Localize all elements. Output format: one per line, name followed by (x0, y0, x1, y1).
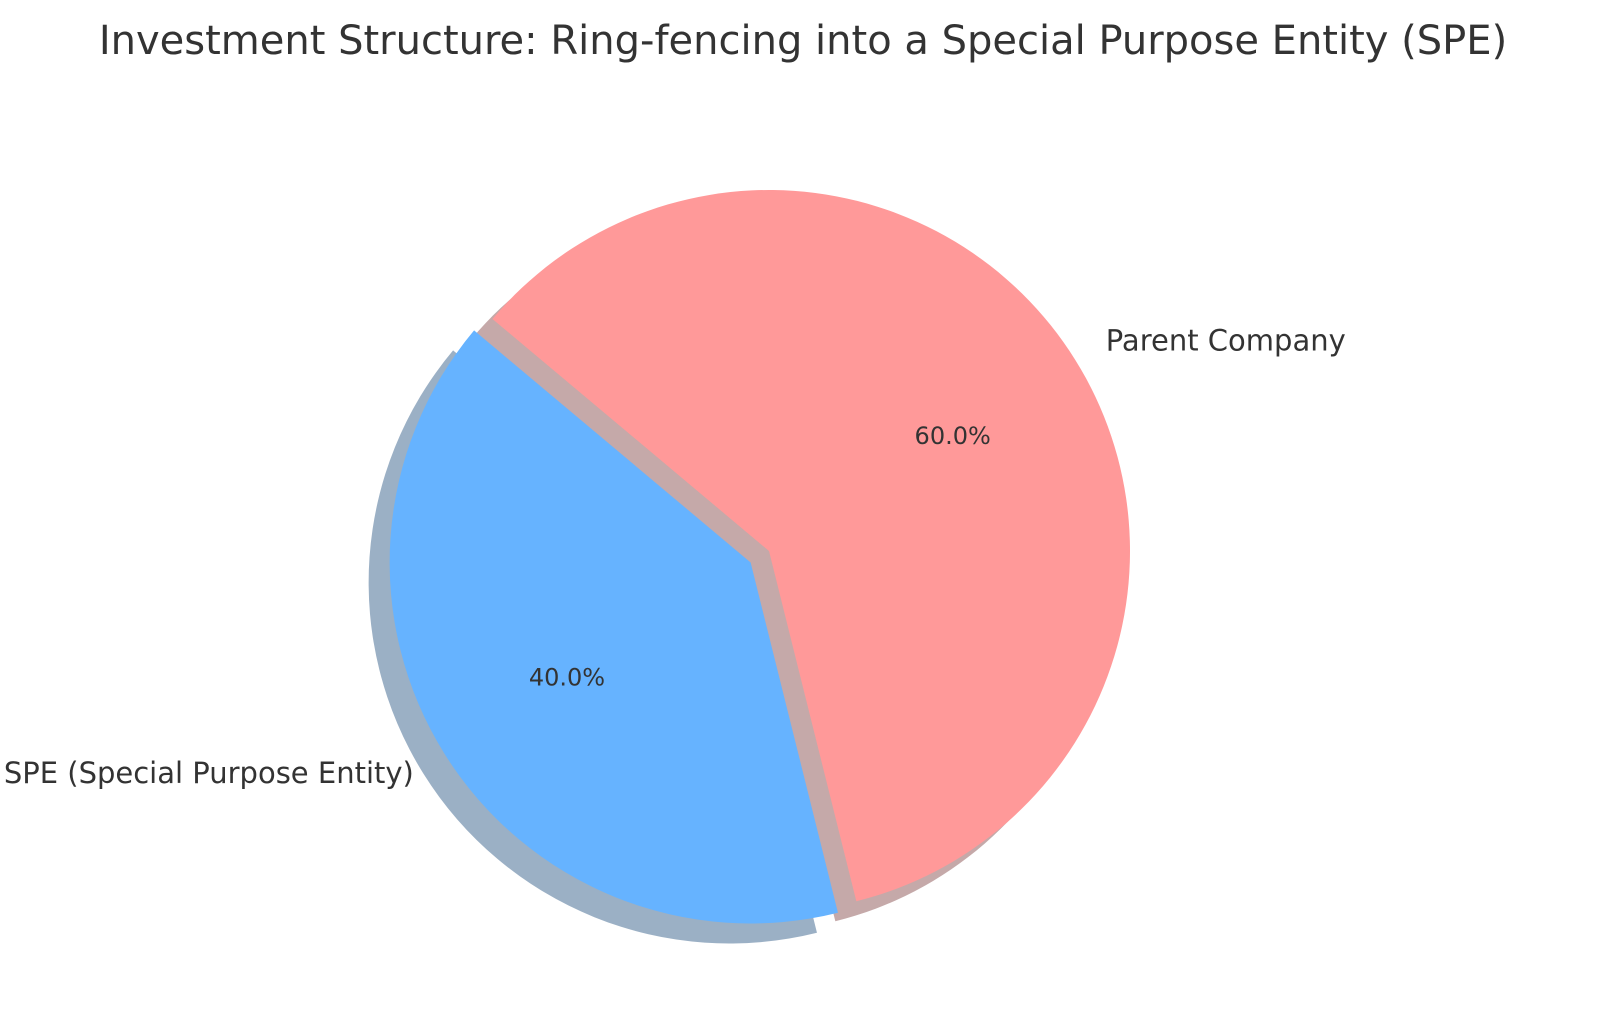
pie-slice-layer (389, 189, 1131, 924)
slice-label-spe-special-purpose-entity: SPE (Special Purpose Entity) (4, 756, 414, 790)
pct-label-spe-special-purpose-entity: 40.0% (529, 663, 605, 691)
pie-slice-parent-company (492, 189, 1131, 902)
pct-label-parent-company: 60.0% (915, 422, 991, 450)
chart-title: Investment Structure: Ring-fencing into … (99, 18, 1507, 64)
pie-slice-spe-special-purpose-entity (389, 330, 838, 924)
slice-label-parent-company: Parent Company (1106, 324, 1346, 358)
pie-label-layer: SPE (Special Purpose Entity) 40.0% Parent … (4, 324, 1346, 790)
